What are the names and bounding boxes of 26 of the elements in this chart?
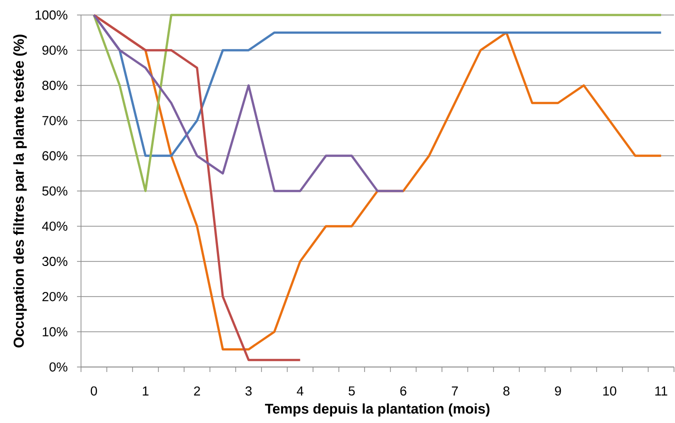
y-tick-label: 40% xyxy=(42,222,68,231)
x-tick-label: 3 xyxy=(245,386,252,396)
x-tick-label: 9 xyxy=(554,386,561,396)
x-tick-label: 10 xyxy=(603,386,616,396)
y-tick-label: 100% xyxy=(36,10,68,20)
y-tick-label: 20% xyxy=(42,292,68,302)
x-tick-label: 6 xyxy=(400,386,406,396)
x-tick-label: 5 xyxy=(348,386,355,396)
x-axis-title: Temps depuis la plantation (mois) xyxy=(265,403,490,416)
x-tick-label: 1 xyxy=(142,386,148,396)
line-series xyxy=(92,14,404,192)
x-tick-label: 11 xyxy=(655,386,668,396)
x-tick-label: 4 xyxy=(296,386,304,396)
x-tick-label: 0 xyxy=(90,386,98,396)
y-tick-label: 10% xyxy=(42,327,68,336)
y-tick-label: 60% xyxy=(42,151,68,160)
y-tick-label: 90% xyxy=(42,46,68,55)
y-tick-label: 70% xyxy=(42,116,68,126)
x-tick-label: 8 xyxy=(503,386,510,396)
y-axis-title: Occupation des filtres par la plante testée (%) xyxy=(13,34,27,348)
x-tick-label: 2 xyxy=(194,386,200,396)
y-tick-label: 30% xyxy=(42,256,68,266)
y-tick-label: 50% xyxy=(42,186,68,196)
y-tick-label: 0% xyxy=(50,362,68,372)
x-tick-label: 7 xyxy=(452,386,458,396)
y-tick-label: 80% xyxy=(42,80,68,90)
